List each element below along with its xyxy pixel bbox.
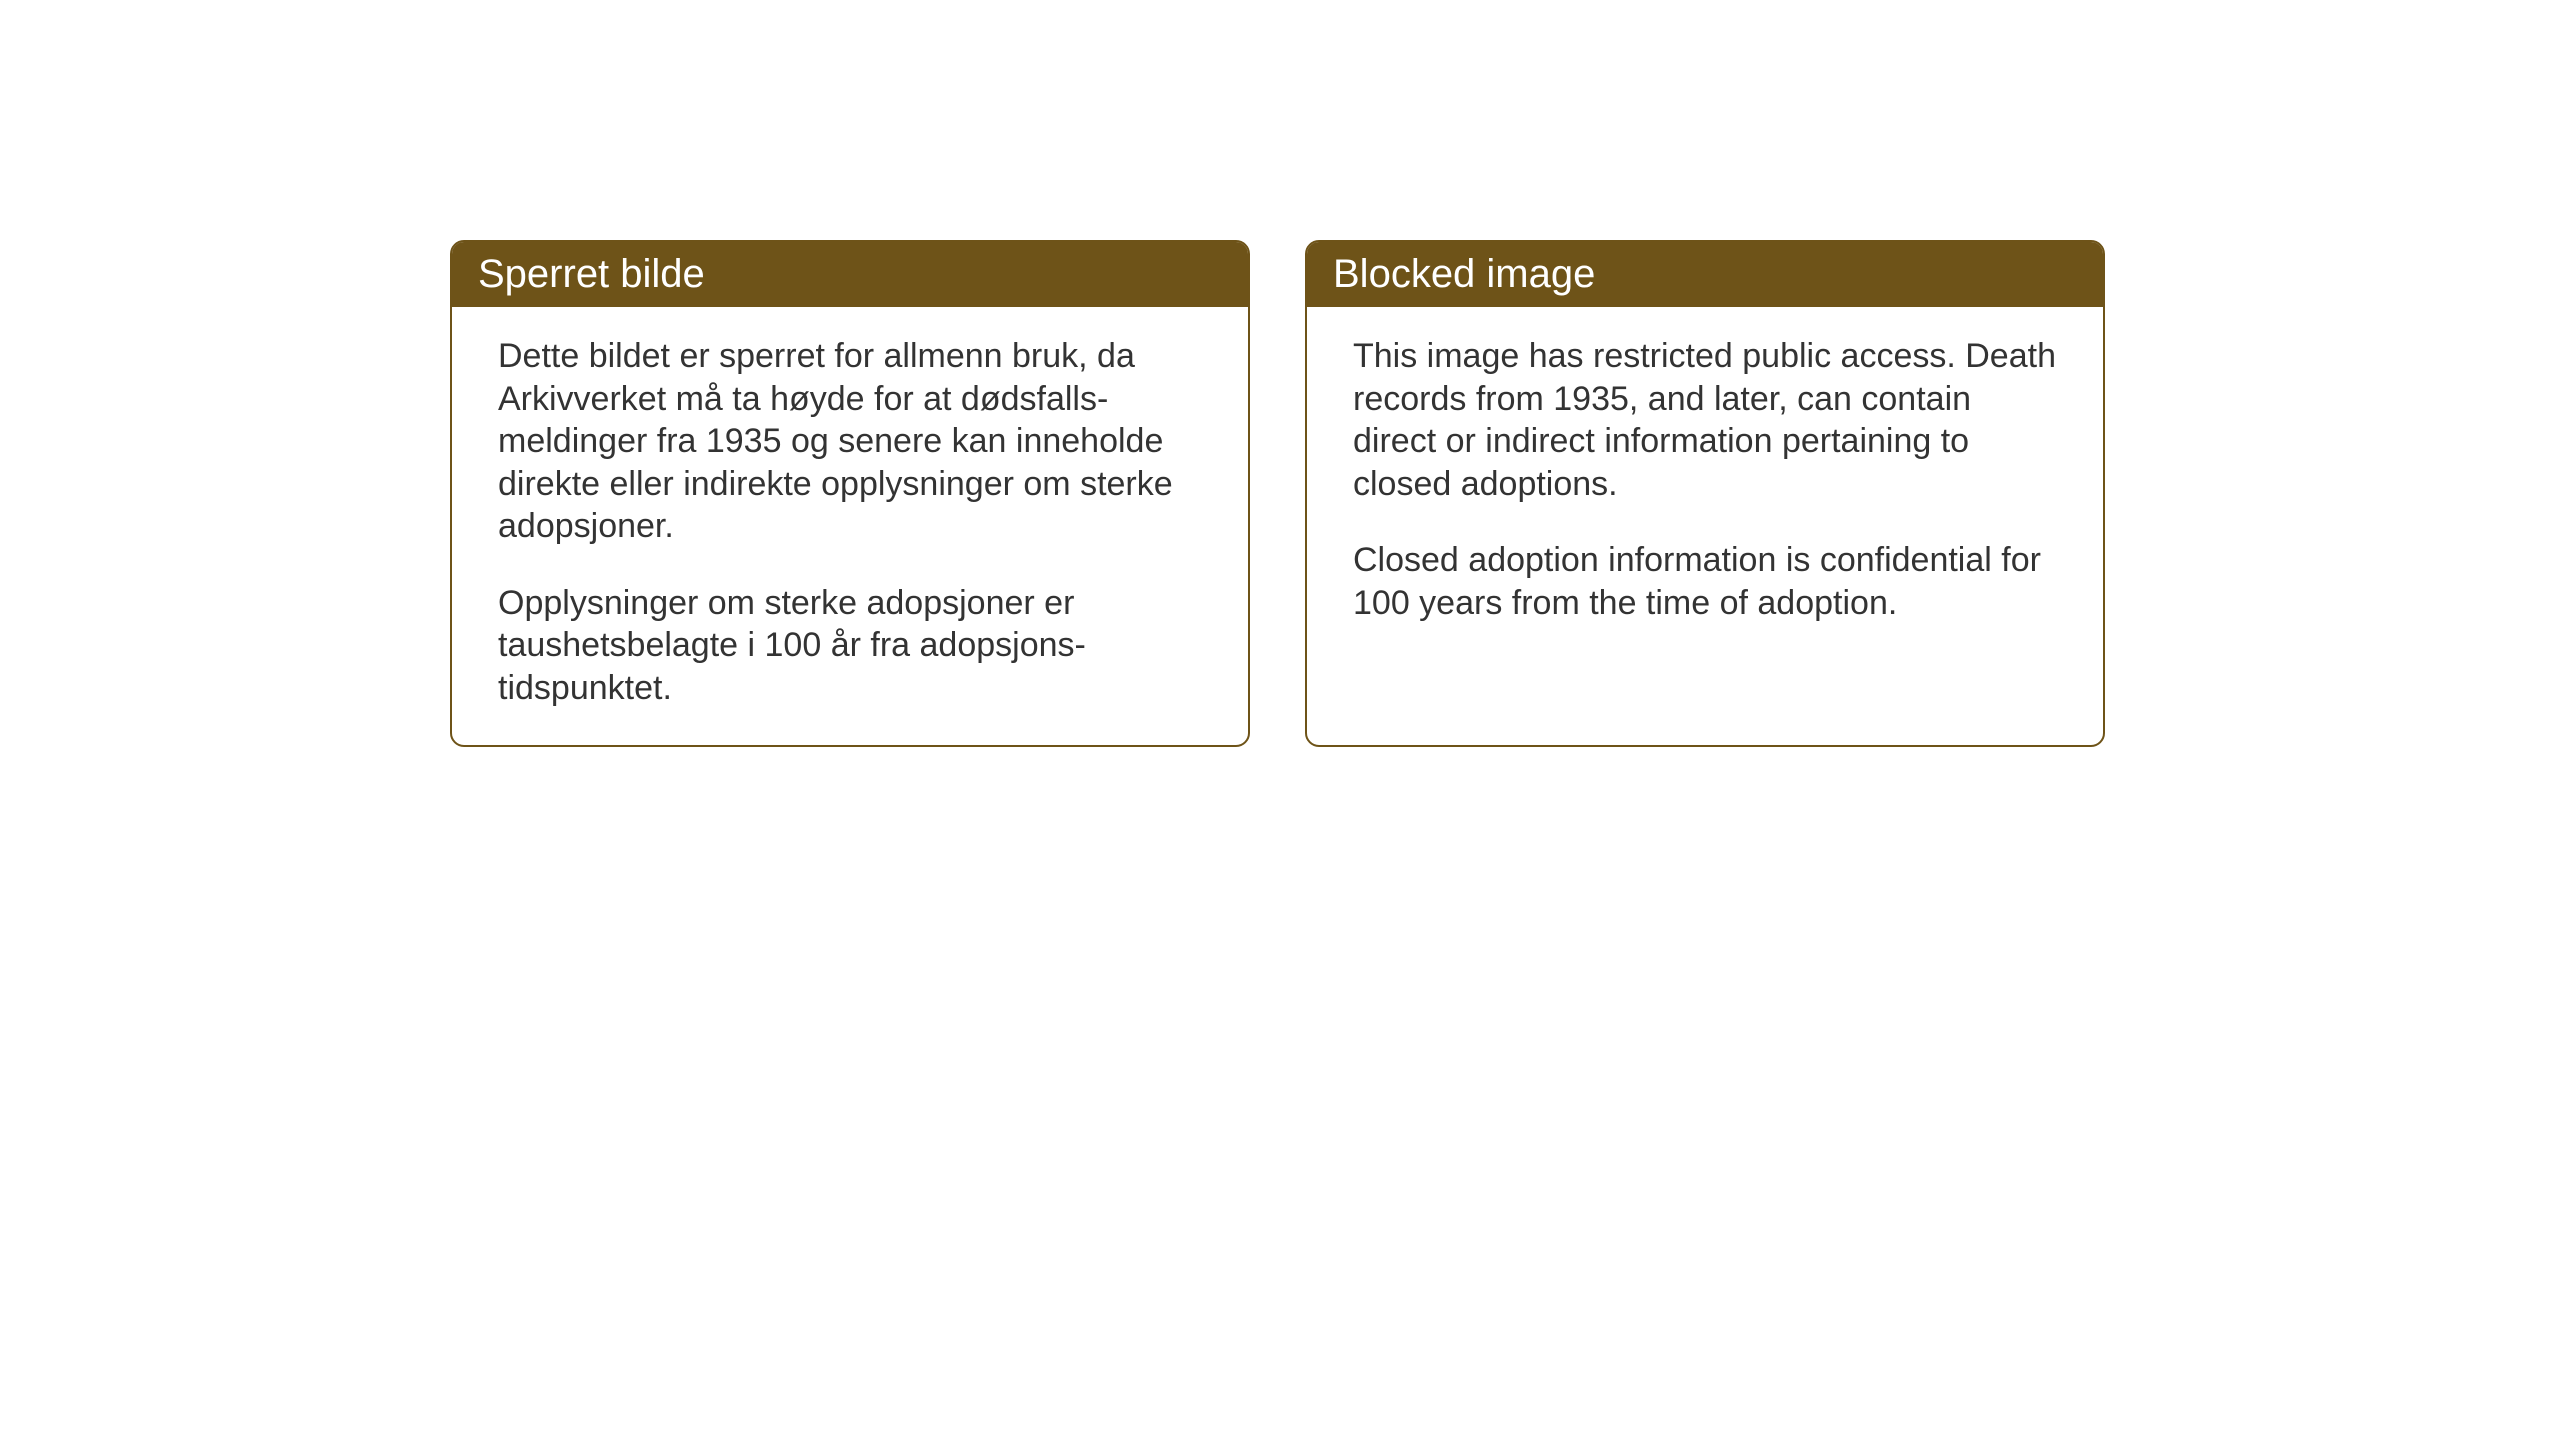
- card-paragraph: This image has restricted public access.…: [1353, 335, 2057, 505]
- card-title: Sperret bilde: [478, 252, 705, 296]
- card-paragraph: Closed adoption information is confident…: [1353, 539, 2057, 624]
- card-body-english: This image has restricted public access.…: [1307, 307, 2103, 660]
- notice-cards-container: Sperret bilde Dette bildet er sperret fo…: [450, 240, 2560, 747]
- notice-card-norwegian: Sperret bilde Dette bildet er sperret fo…: [450, 240, 1250, 747]
- card-body-norwegian: Dette bildet er sperret for allmenn bruk…: [452, 307, 1248, 745]
- card-title: Blocked image: [1333, 252, 1595, 296]
- card-header-english: Blocked image: [1307, 242, 2103, 307]
- card-header-norwegian: Sperret bilde: [452, 242, 1248, 307]
- card-paragraph: Dette bildet er sperret for allmenn bruk…: [498, 335, 1202, 548]
- notice-card-english: Blocked image This image has restricted …: [1305, 240, 2105, 747]
- card-paragraph: Opplysninger om sterke adopsjoner er tau…: [498, 582, 1202, 710]
